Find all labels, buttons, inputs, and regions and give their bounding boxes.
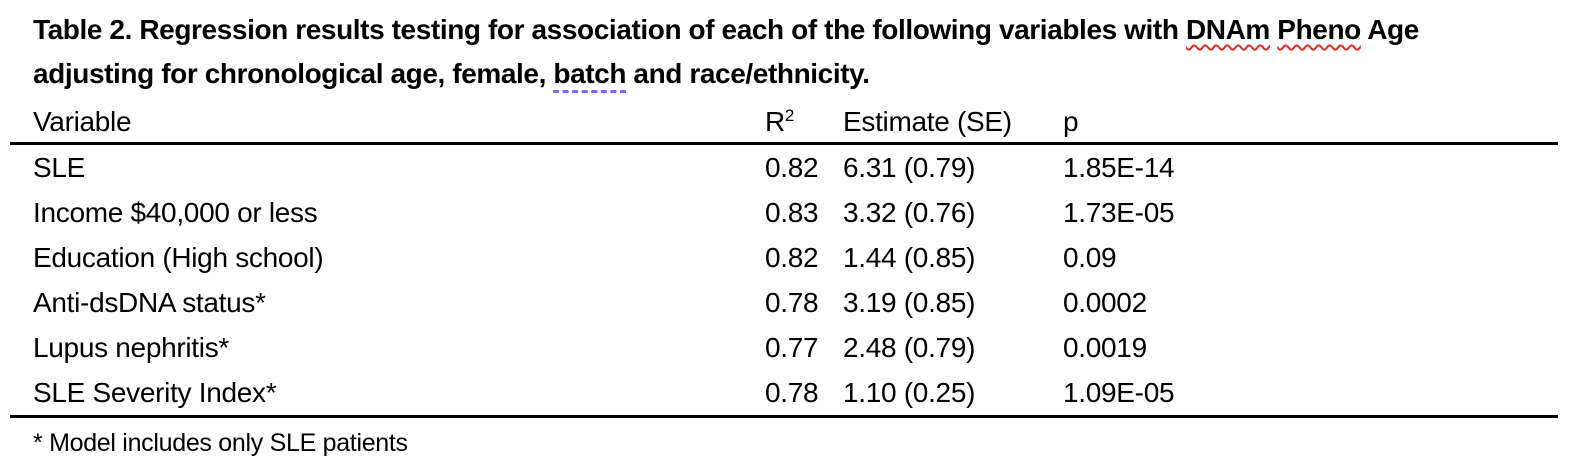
cell-estimate-se: 3.32 (0.76) — [843, 197, 976, 228]
r-squared-exponent: 2 — [784, 106, 795, 125]
table-footnote: * Model includes only SLE patients — [33, 429, 408, 457]
cell-variable: Anti-dsDNA status* — [33, 287, 266, 318]
cell-p: 1.85E-14 — [1063, 152, 1175, 183]
table-row: SLE 0.82 6.31 (0.79) 1.85E-14 — [10, 144, 1558, 191]
cell-p: 1.09E-05 — [1063, 377, 1175, 408]
table-row: Income $40,000 or less 0.83 3.32 (0.76) … — [10, 190, 1558, 235]
table-caption: Table 2. Regression results testing for … — [33, 8, 1562, 96]
cell-estimate-se: 1.44 (0.85) — [843, 242, 976, 273]
cell-estimate-se: 3.19 (0.85) — [843, 287, 976, 318]
cell-p: 0.0002 — [1063, 287, 1147, 318]
cell-p: 0.09 — [1063, 242, 1117, 273]
table-row: Lupus nephritis* 0.77 2.48 (0.79) 0.0019 — [10, 325, 1558, 370]
cell-r2: 0.78 — [765, 377, 819, 408]
regression-results-table: Variable R2 Estimate (SE) p SLE 0.82 6.3… — [10, 102, 1558, 418]
column-header-estimate-se: Estimate (SE) — [843, 106, 1012, 137]
cell-r2: 0.78 — [765, 287, 819, 318]
cell-variable: Income $40,000 or less — [33, 197, 318, 228]
cell-estimate-se: 2.48 (0.79) — [843, 332, 976, 363]
cell-p: 1.73E-05 — [1063, 197, 1175, 228]
cell-variable: Lupus nephritis* — [33, 332, 229, 363]
caption-text-segment: adjusting for chronological age, female, — [33, 58, 554, 89]
cell-r2: 0.82 — [765, 242, 819, 273]
column-header-p: p — [1063, 106, 1079, 137]
table-row: Education (High school) 0.82 1.44 (0.85)… — [10, 235, 1558, 280]
caption-text-segment: and race/ethnicity. — [626, 58, 870, 89]
cell-variable: SLE — [33, 152, 86, 183]
grammar-marked-word-batch: batch — [553, 58, 627, 89]
cell-r2: 0.82 — [765, 152, 819, 183]
cell-estimate-se: 1.10 (0.25) — [843, 377, 976, 408]
spellcheck-marked-word-pheno: Pheno — [1277, 14, 1361, 45]
column-header-r-squared: R2 — [742, 102, 820, 144]
table-row: SLE Severity Index* 0.78 1.10 (0.25) 1.0… — [10, 370, 1558, 417]
spellcheck-marked-word-dnam: DNAm — [1185, 14, 1270, 45]
cell-estimate-se: 6.31 (0.79) — [843, 152, 976, 183]
table-header-row: Variable R2 Estimate (SE) p — [10, 102, 1558, 144]
cell-r2: 0.77 — [765, 332, 819, 363]
column-header-variable: Variable — [33, 106, 132, 137]
table-row: Anti-dsDNA status* 0.78 3.19 (0.85) 0.00… — [10, 280, 1558, 325]
cell-variable: Education (High school) — [33, 242, 324, 273]
caption-text-segment: Table 2. Regression results testing for … — [33, 14, 1186, 45]
r-squared-base: R — [765, 106, 785, 137]
cell-variable: SLE Severity Index* — [33, 377, 277, 408]
caption-text-segment: Age — [1360, 14, 1419, 45]
cell-p: 0.0019 — [1063, 332, 1147, 363]
cell-r2: 0.83 — [765, 197, 819, 228]
